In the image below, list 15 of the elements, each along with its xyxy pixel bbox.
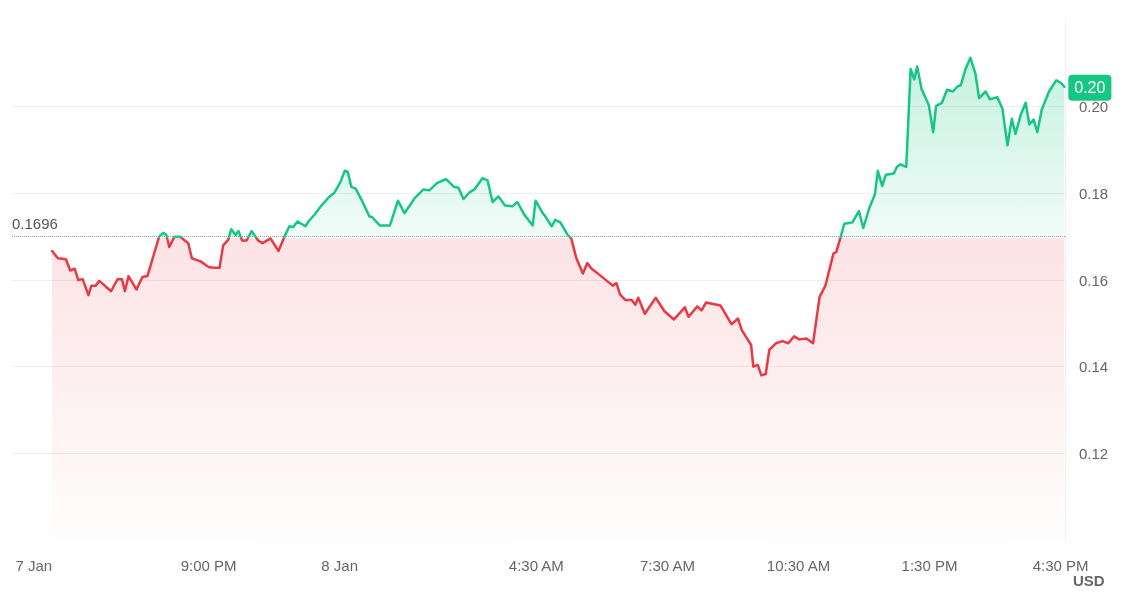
x-tick-label: 1:30 PM xyxy=(901,557,958,574)
y-tick-label: 0.12 xyxy=(1079,444,1109,462)
x-tick-label: 4:30 AM xyxy=(508,557,564,574)
y-tick-label: 0.14 xyxy=(1079,358,1109,376)
x-tick-label: 9:00 PM xyxy=(180,557,237,574)
x-tick-label: 7 Jan xyxy=(15,557,53,574)
x-tick-label: 7:30 AM xyxy=(639,557,695,574)
ref-line-label: 0.1696 xyxy=(12,214,58,232)
y-tick-label: 0.16 xyxy=(1079,271,1109,289)
x-tick-label: 8 Jan xyxy=(321,557,359,574)
y-tick-label: 0.20 xyxy=(1079,98,1109,116)
x-tick-label: 10:30 AM xyxy=(766,557,831,574)
x-tick-label: 4:30 PM xyxy=(1032,557,1089,574)
y-tick-label: 0.18 xyxy=(1079,184,1109,202)
y-axis-title: USD xyxy=(1073,571,1105,589)
